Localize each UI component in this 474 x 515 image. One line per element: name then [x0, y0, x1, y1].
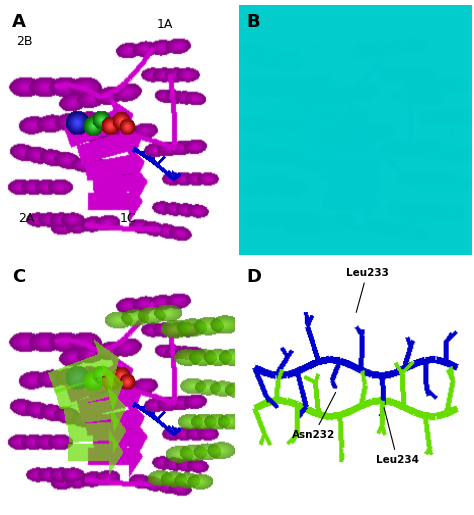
Text: 2B: 2B: [16, 35, 33, 48]
Text: B: B: [246, 13, 260, 31]
Text: 2A: 2A: [18, 212, 35, 225]
Text: D: D: [246, 268, 261, 286]
Text: C: C: [12, 268, 25, 286]
Text: Leu234: Leu234: [376, 408, 419, 465]
Text: Leu233: Leu233: [346, 268, 389, 313]
Text: Asn232: Asn232: [292, 392, 336, 440]
Text: 1A: 1A: [156, 18, 173, 30]
Text: 1C: 1C: [119, 212, 137, 225]
Text: A: A: [12, 13, 26, 31]
